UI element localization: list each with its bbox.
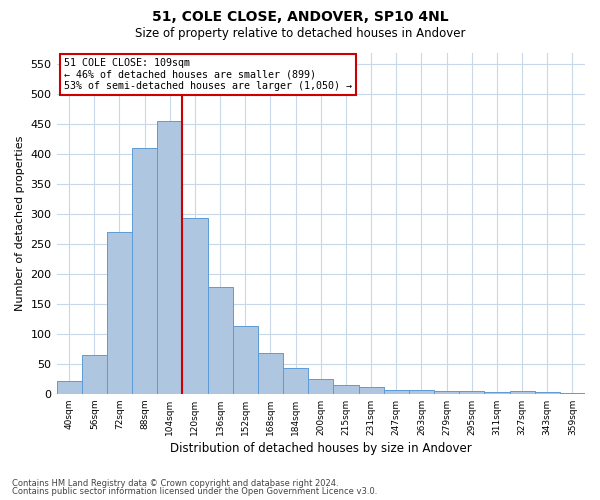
Y-axis label: Number of detached properties: Number of detached properties xyxy=(15,136,25,311)
Bar xyxy=(484,392,509,394)
Bar xyxy=(182,218,208,394)
Bar xyxy=(157,122,182,394)
Bar xyxy=(383,390,409,394)
Bar xyxy=(208,287,233,394)
Bar xyxy=(560,392,585,394)
Bar xyxy=(509,391,535,394)
Bar xyxy=(359,386,383,394)
Bar xyxy=(308,379,334,394)
Bar xyxy=(132,148,157,394)
Bar xyxy=(107,232,132,394)
Bar xyxy=(459,392,484,394)
Bar xyxy=(434,391,459,394)
Bar xyxy=(56,380,82,394)
X-axis label: Distribution of detached houses by size in Andover: Distribution of detached houses by size … xyxy=(170,442,472,455)
Bar xyxy=(409,390,434,394)
Text: 51, COLE CLOSE, ANDOVER, SP10 4NL: 51, COLE CLOSE, ANDOVER, SP10 4NL xyxy=(152,10,448,24)
Bar xyxy=(258,353,283,394)
Bar xyxy=(233,326,258,394)
Bar xyxy=(82,355,107,394)
Text: Contains public sector information licensed under the Open Government Licence v3: Contains public sector information licen… xyxy=(12,487,377,496)
Bar xyxy=(535,392,560,394)
Bar xyxy=(334,385,359,394)
Text: 51 COLE CLOSE: 109sqm
← 46% of detached houses are smaller (899)
53% of semi-det: 51 COLE CLOSE: 109sqm ← 46% of detached … xyxy=(64,58,352,91)
Text: Contains HM Land Registry data © Crown copyright and database right 2024.: Contains HM Land Registry data © Crown c… xyxy=(12,478,338,488)
Text: Size of property relative to detached houses in Andover: Size of property relative to detached ho… xyxy=(135,28,465,40)
Bar xyxy=(283,368,308,394)
